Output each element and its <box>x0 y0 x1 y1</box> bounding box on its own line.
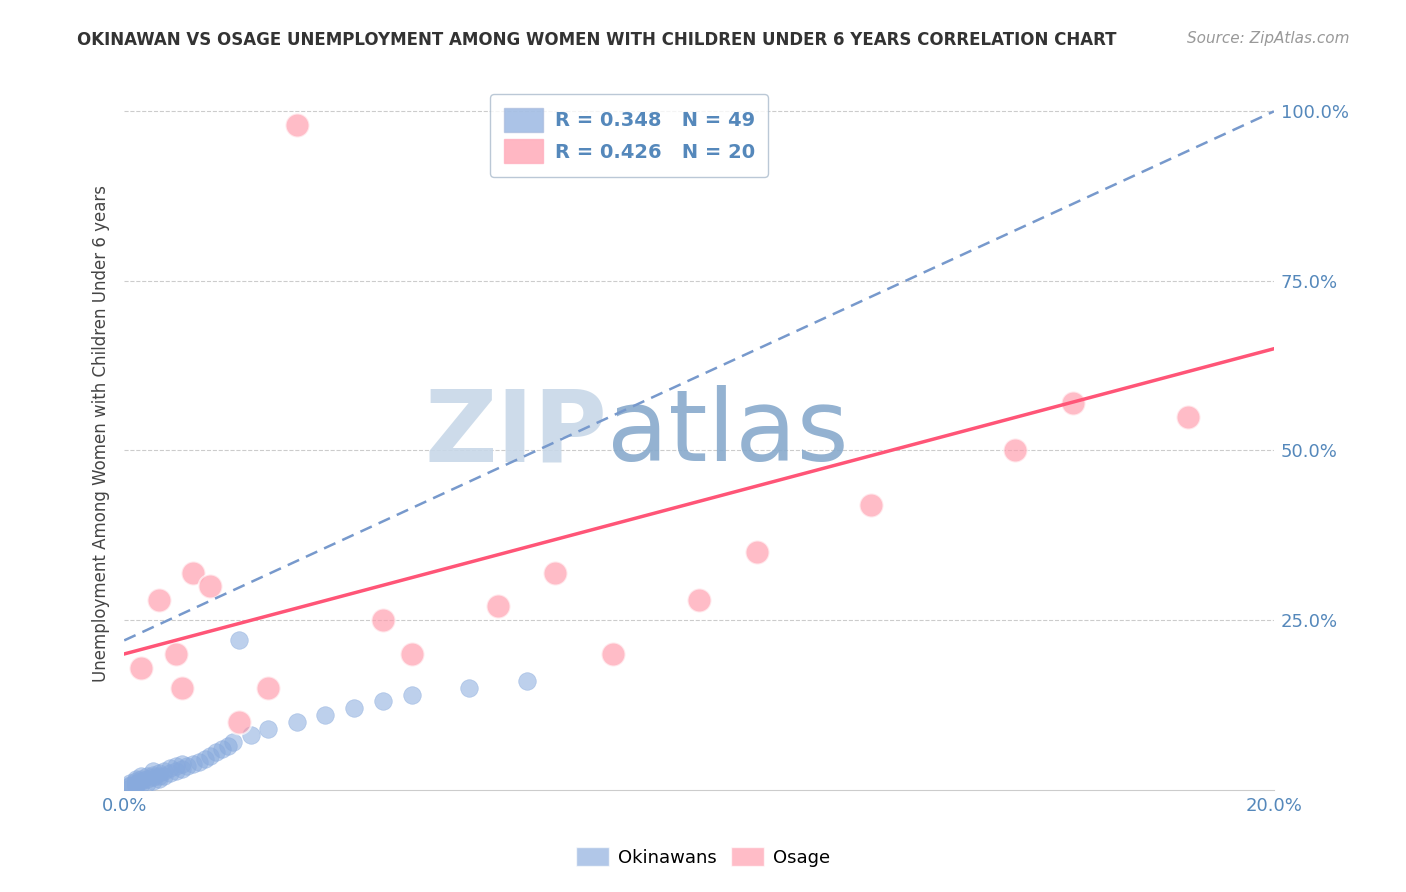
Point <box>1004 443 1026 458</box>
Point <box>142 774 165 789</box>
Point <box>142 767 165 781</box>
Point <box>118 779 141 793</box>
Point <box>688 592 710 607</box>
Point <box>165 759 187 773</box>
Point <box>200 748 222 763</box>
Point <box>228 633 250 648</box>
Text: OKINAWAN VS OSAGE UNEMPLOYMENT AMONG WOMEN WITH CHILDREN UNDER 6 YEARS CORRELATI: OKINAWAN VS OSAGE UNEMPLOYMENT AMONG WOM… <box>77 31 1116 49</box>
Point <box>486 599 509 614</box>
Point <box>148 772 170 787</box>
Point <box>148 592 170 607</box>
Point <box>131 769 153 783</box>
Point <box>187 756 209 770</box>
Point <box>181 566 204 580</box>
Point <box>170 762 193 776</box>
Point <box>228 714 250 729</box>
Point <box>222 735 245 749</box>
Point <box>118 776 141 790</box>
Point <box>153 769 176 783</box>
Point <box>458 681 481 695</box>
Point <box>602 647 624 661</box>
Point <box>159 765 181 780</box>
Point <box>516 674 538 689</box>
Point <box>142 764 165 778</box>
Point <box>125 779 148 793</box>
Point <box>125 777 148 791</box>
Point <box>745 545 768 559</box>
Point <box>131 660 153 674</box>
Point <box>170 756 193 771</box>
Point <box>118 778 141 792</box>
Point <box>181 756 204 771</box>
Point <box>200 579 222 593</box>
Point <box>285 118 308 132</box>
Point <box>257 722 280 736</box>
Point <box>142 771 165 785</box>
Point <box>217 739 239 753</box>
Point <box>131 774 153 789</box>
Point <box>1062 396 1084 410</box>
Point <box>165 764 187 778</box>
Point <box>860 498 883 512</box>
Point <box>544 566 567 580</box>
Point <box>136 772 159 787</box>
Point <box>131 777 153 791</box>
Point <box>131 772 153 786</box>
Y-axis label: Unemployment Among Women with Children Under 6 years: Unemployment Among Women with Children U… <box>93 185 110 682</box>
Point <box>1177 409 1199 424</box>
Point <box>165 647 187 661</box>
Point <box>125 774 148 789</box>
Text: Source: ZipAtlas.com: Source: ZipAtlas.com <box>1187 31 1350 46</box>
Text: ZIP: ZIP <box>425 385 607 482</box>
Point <box>136 776 159 790</box>
Point <box>371 694 394 708</box>
Point <box>118 780 141 795</box>
Point <box>136 769 159 783</box>
Point <box>159 761 181 775</box>
Point <box>401 688 423 702</box>
Point <box>194 752 217 766</box>
Point <box>257 681 280 695</box>
Point <box>205 745 228 759</box>
Point <box>170 681 193 695</box>
Point <box>125 772 148 787</box>
Point <box>285 714 308 729</box>
Point <box>176 759 198 773</box>
Point <box>211 742 233 756</box>
Point <box>401 647 423 661</box>
Legend: R = 0.348   N = 49, R = 0.426   N = 20: R = 0.348 N = 49, R = 0.426 N = 20 <box>491 95 768 177</box>
Text: atlas: atlas <box>607 385 849 482</box>
Point <box>343 701 366 715</box>
Point <box>148 769 170 783</box>
Point <box>371 613 394 627</box>
Point <box>148 765 170 780</box>
Point <box>153 764 176 778</box>
Point <box>239 728 262 742</box>
Legend: Okinawans, Osage: Okinawans, Osage <box>569 840 837 874</box>
Point <box>314 708 336 723</box>
